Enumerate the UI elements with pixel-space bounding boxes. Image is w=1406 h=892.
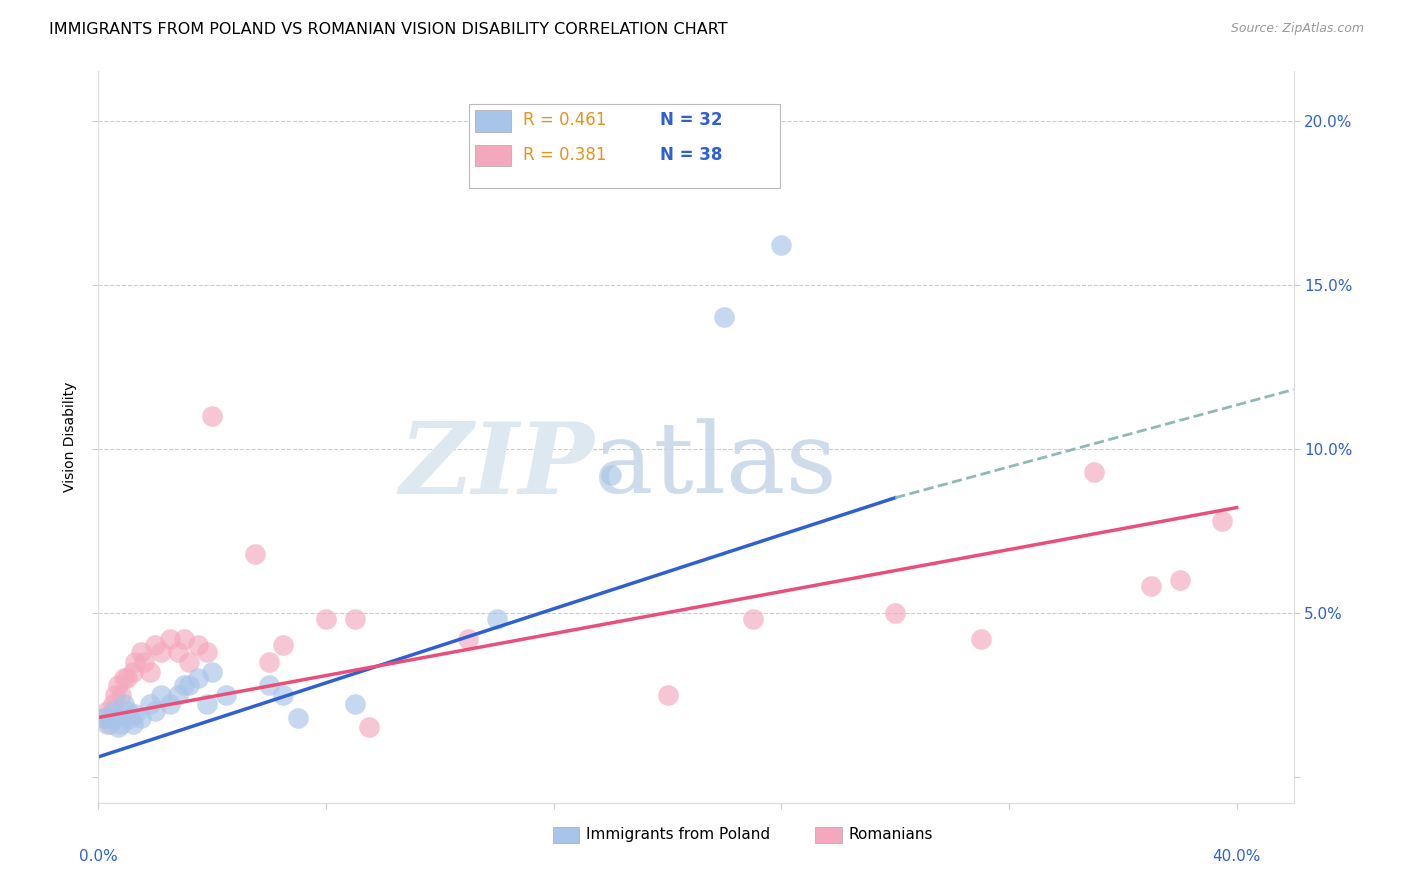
Point	[143, 704, 166, 718]
Point	[112, 671, 135, 685]
FancyBboxPatch shape	[475, 145, 510, 167]
Y-axis label: Vision Disability: Vision Disability	[63, 382, 77, 492]
Point	[315, 612, 337, 626]
Point	[167, 688, 190, 702]
Point	[93, 710, 115, 724]
Point	[150, 645, 173, 659]
Point	[741, 612, 763, 626]
Point	[101, 704, 124, 718]
Point	[159, 698, 181, 712]
Point	[343, 612, 366, 626]
Point	[107, 678, 129, 692]
Point	[110, 717, 132, 731]
Point	[104, 688, 127, 702]
FancyBboxPatch shape	[553, 827, 579, 843]
Point	[143, 638, 166, 652]
Point	[343, 698, 366, 712]
FancyBboxPatch shape	[475, 110, 510, 132]
Point	[243, 547, 266, 561]
Point	[96, 704, 118, 718]
Point	[257, 678, 280, 692]
Point	[273, 638, 295, 652]
Text: N = 38: N = 38	[661, 145, 723, 164]
Point	[287, 710, 309, 724]
Point	[124, 707, 146, 722]
Point	[129, 710, 152, 724]
Point	[884, 606, 907, 620]
Point	[195, 698, 218, 712]
Point	[195, 645, 218, 659]
Point	[357, 720, 380, 734]
Text: IMMIGRANTS FROM POLAND VS ROMANIAN VISION DISABILITY CORRELATION CHART: IMMIGRANTS FROM POLAND VS ROMANIAN VISIO…	[49, 22, 728, 37]
Point	[187, 638, 209, 652]
Point	[150, 688, 173, 702]
Point	[457, 632, 479, 646]
FancyBboxPatch shape	[470, 104, 780, 188]
Text: atlas: atlas	[595, 418, 837, 514]
Point	[1211, 514, 1233, 528]
Point	[98, 717, 121, 731]
Point	[173, 678, 195, 692]
Text: R = 0.381: R = 0.381	[523, 145, 606, 164]
Point	[110, 688, 132, 702]
Text: 40.0%: 40.0%	[1212, 848, 1261, 863]
Point	[118, 710, 141, 724]
Point	[124, 655, 146, 669]
Text: Source: ZipAtlas.com: Source: ZipAtlas.com	[1230, 22, 1364, 36]
Point	[713, 310, 735, 325]
Point	[179, 655, 201, 669]
Point	[93, 710, 115, 724]
Point	[201, 409, 224, 423]
Point	[273, 688, 295, 702]
Text: R = 0.461: R = 0.461	[523, 112, 606, 129]
Point	[115, 704, 138, 718]
Text: 0.0%: 0.0%	[79, 848, 118, 863]
Point	[599, 467, 621, 482]
Point	[215, 688, 238, 702]
Point	[167, 645, 190, 659]
Point	[98, 710, 121, 724]
Point	[179, 678, 201, 692]
Point	[132, 655, 155, 669]
Point	[485, 612, 508, 626]
Point	[121, 717, 143, 731]
Point	[138, 665, 160, 679]
Point	[969, 632, 991, 646]
Point	[107, 720, 129, 734]
Point	[257, 655, 280, 669]
Text: Immigrants from Poland: Immigrants from Poland	[586, 827, 770, 842]
FancyBboxPatch shape	[815, 827, 842, 843]
Point	[121, 665, 143, 679]
Point	[770, 238, 793, 252]
Point	[173, 632, 195, 646]
Point	[101, 698, 124, 712]
Text: Romanians: Romanians	[849, 827, 934, 842]
Point	[657, 688, 679, 702]
Point	[201, 665, 224, 679]
Text: ZIP: ZIP	[399, 418, 595, 515]
Point	[96, 717, 118, 731]
Point	[1140, 579, 1163, 593]
Point	[104, 710, 127, 724]
Point	[1083, 465, 1105, 479]
Point	[159, 632, 181, 646]
Point	[138, 698, 160, 712]
Text: N = 32: N = 32	[661, 112, 723, 129]
Point	[1168, 573, 1191, 587]
Point	[187, 671, 209, 685]
Point	[112, 698, 135, 712]
Point	[115, 671, 138, 685]
Point	[129, 645, 152, 659]
